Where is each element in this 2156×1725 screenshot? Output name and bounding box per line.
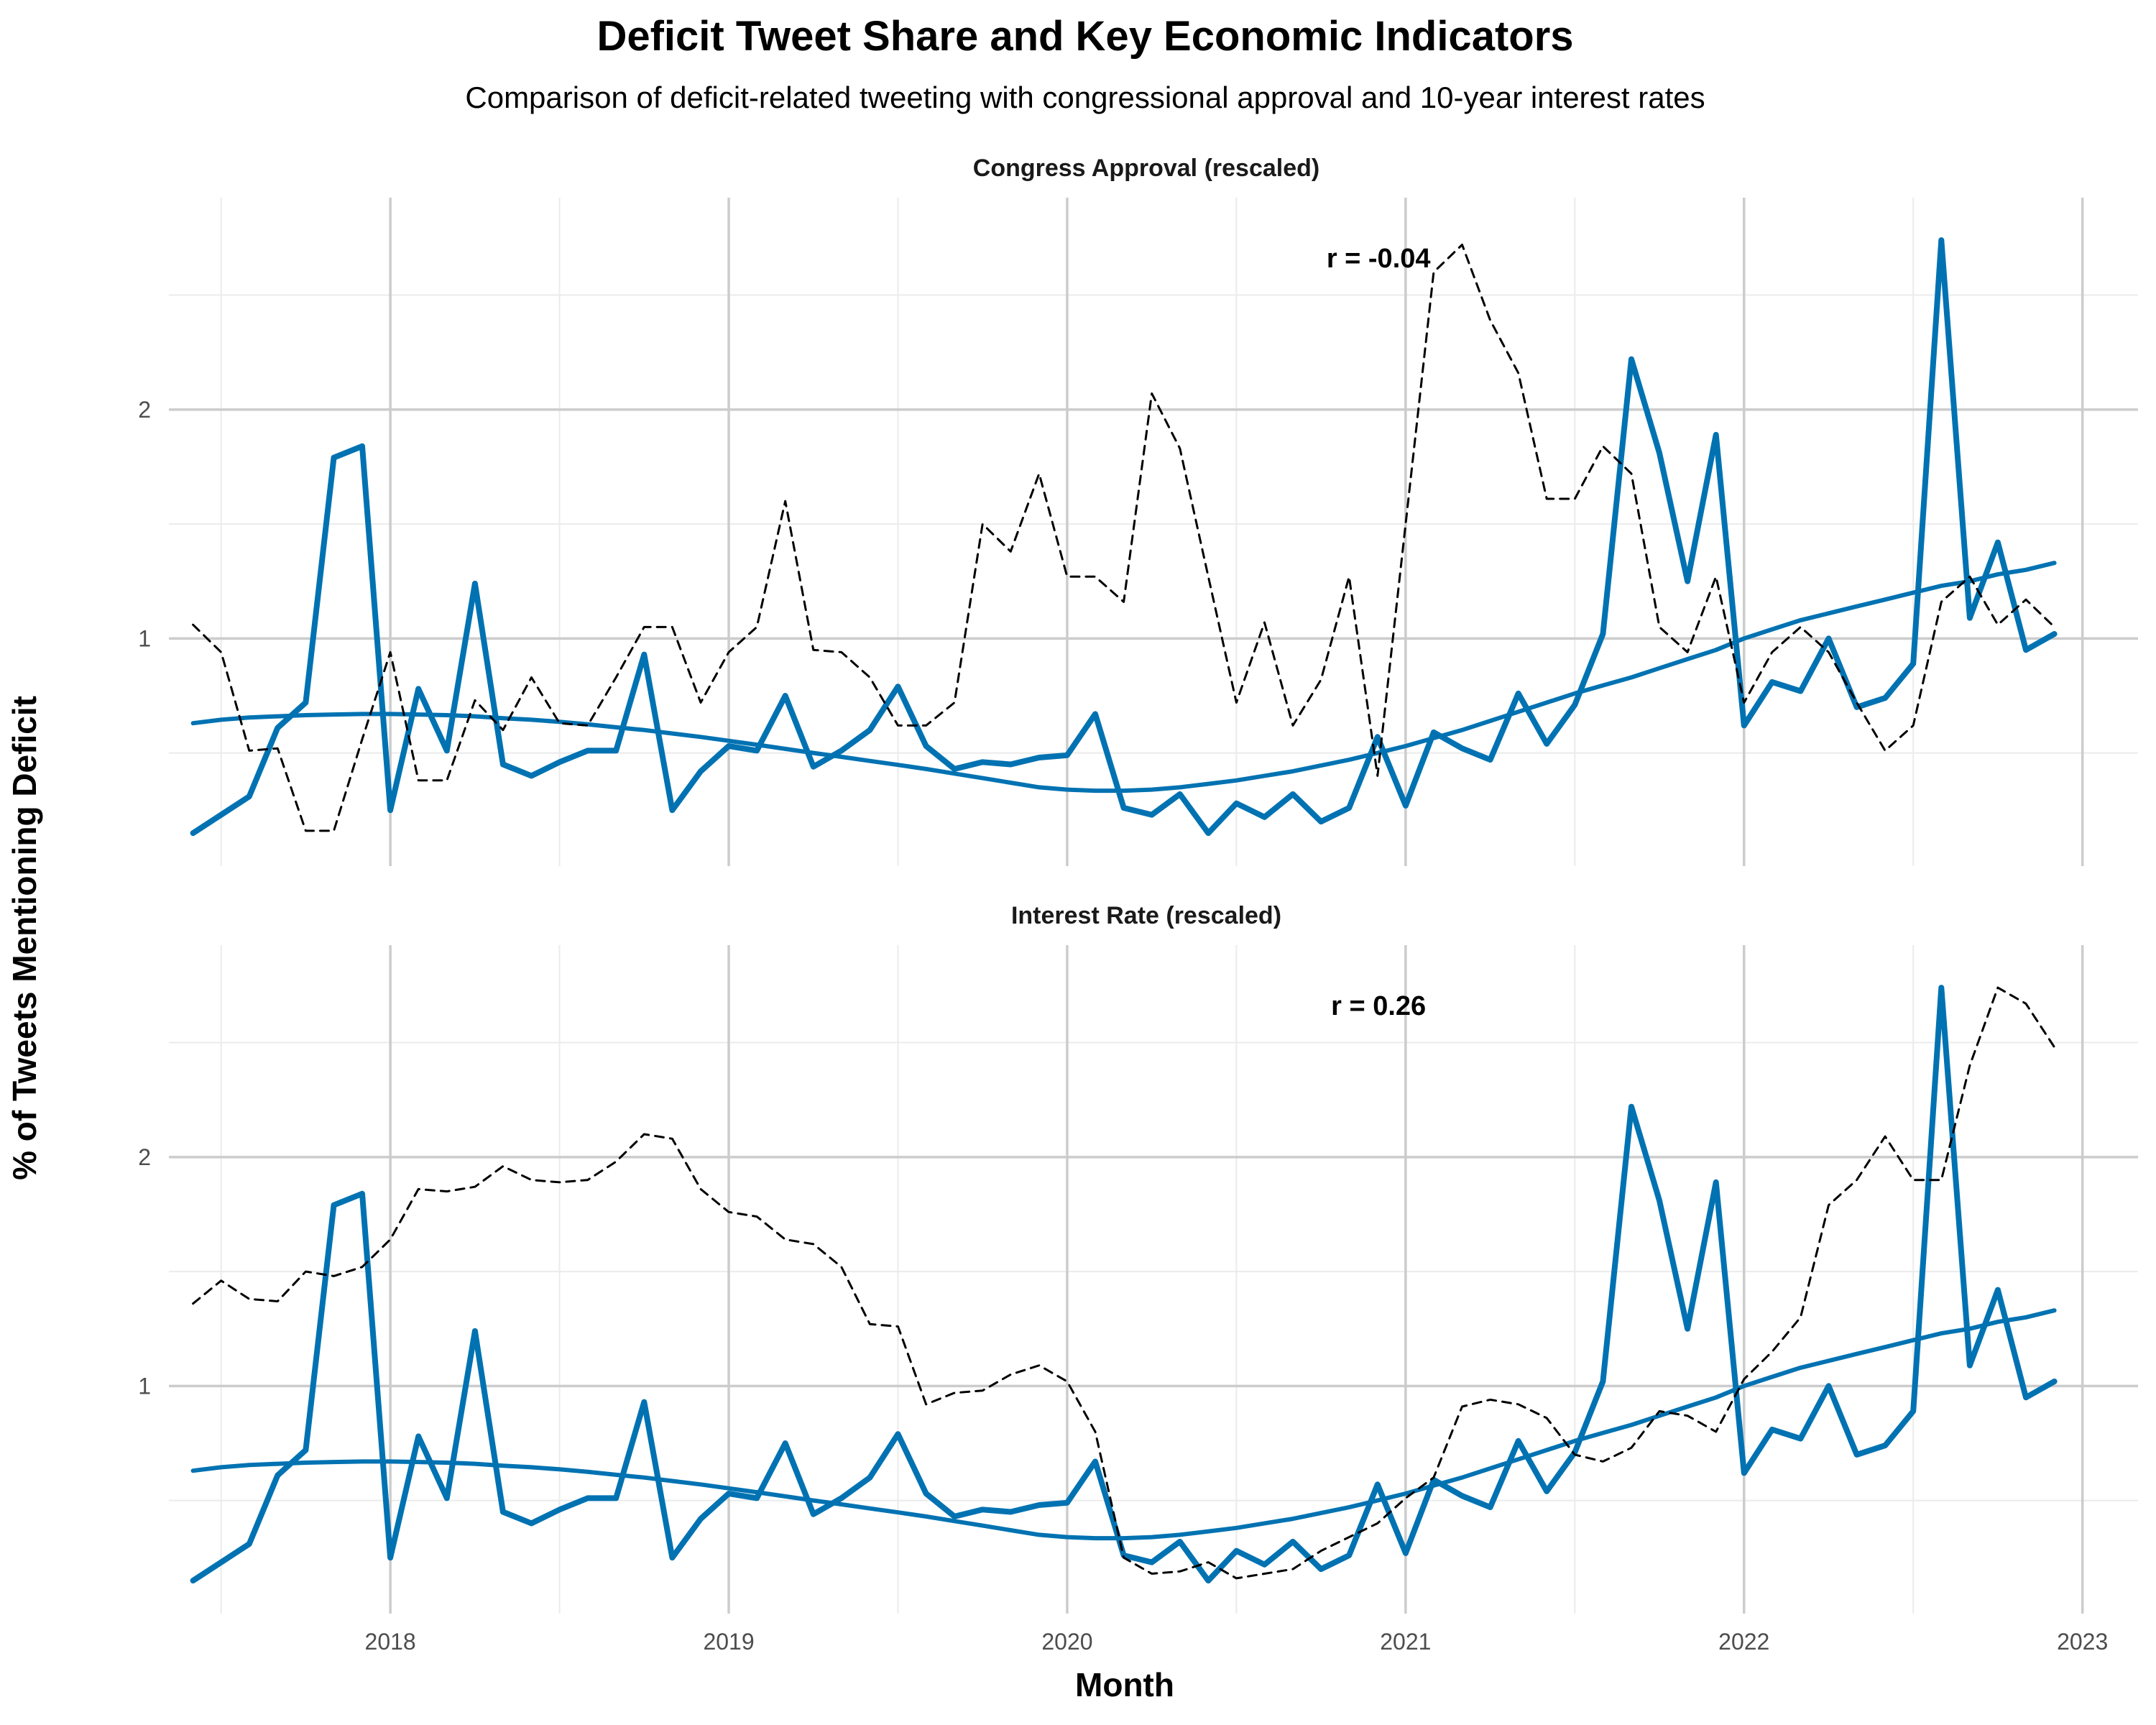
x-tick-label: 2019	[703, 1629, 754, 1655]
series-line-dashed	[192, 244, 2056, 832]
x-axis-title: Month	[1075, 1666, 1174, 1703]
y-tick-label: 1	[138, 1373, 151, 1399]
series-line-deficit	[190, 237, 2058, 837]
strip-label: Interest Rate (rescaled)	[1011, 902, 1281, 929]
x-tick-label: 2018	[365, 1629, 416, 1655]
y-tick-label: 2	[138, 1144, 151, 1170]
x-tick-label: 2023	[2057, 1629, 2108, 1655]
correlation-label: r = -0.04	[1327, 244, 1431, 274]
trend-line	[190, 1308, 2057, 1541]
x-tick-label: 2021	[1380, 1629, 1431, 1655]
x-tick-label: 2020	[1041, 1629, 1092, 1655]
y-tick-label: 1	[138, 625, 151, 651]
series-line-dashed	[192, 986, 2056, 1580]
strip-label: Congress Approval (rescaled)	[973, 155, 1319, 182]
facet-panel-1: 1 2 Congress Approval (rescaled) r = -0.04	[138, 155, 2138, 866]
facet-panel-2: 1 2 Interest Rate (rescaled) r = 0.26 2018 20…	[138, 902, 2138, 1655]
x-tick-label: 2022	[1718, 1629, 1769, 1655]
y-axis-title: % of Tweets Mentioning Deficit	[6, 696, 43, 1180]
chart-title: Deficit Tweet Share and Key Economic Ind…	[596, 13, 1573, 60]
correlation-label: r = 0.26	[1331, 991, 1426, 1021]
y-tick-label: 2	[138, 397, 151, 423]
chart-subtitle: Comparison of deficit-related tweeting w…	[465, 80, 1705, 114]
trend-line	[190, 561, 2057, 794]
series-line-deficit	[190, 985, 2058, 1584]
